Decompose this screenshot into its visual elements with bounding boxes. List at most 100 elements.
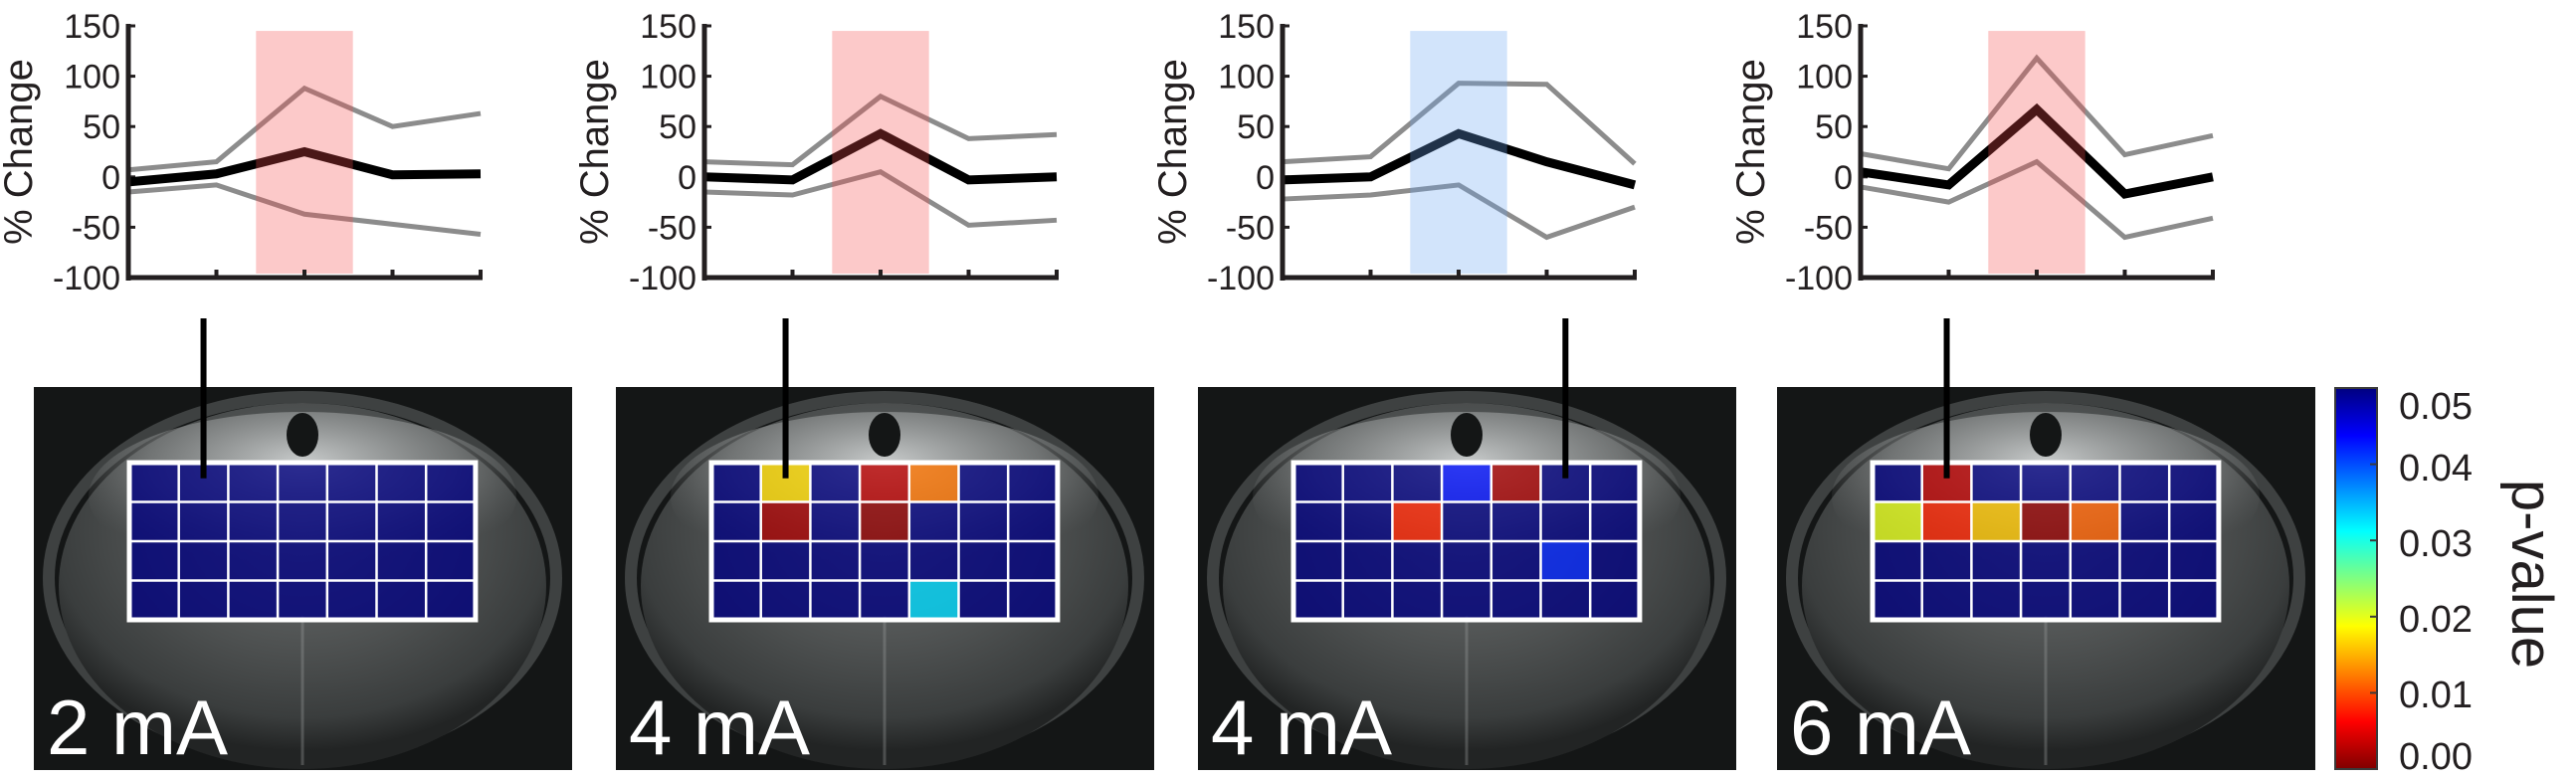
heatmap-cell bbox=[1442, 580, 1491, 620]
colorbar-tick-label: 0.02 bbox=[2399, 599, 2473, 641]
y-tick-label: 100 bbox=[1218, 59, 1275, 97]
heatmap-cell bbox=[1442, 501, 1491, 541]
heatmap-cell bbox=[1008, 463, 1058, 502]
heatmap-cell bbox=[1342, 501, 1393, 541]
grid-border bbox=[708, 460, 1061, 623]
heatmap-cell bbox=[711, 580, 761, 620]
heatmap-cell bbox=[129, 541, 179, 581]
grid-border bbox=[126, 460, 479, 623]
heatmap-cell bbox=[2169, 580, 2219, 620]
heatmap-cell bbox=[810, 541, 861, 581]
heatmap-cell bbox=[1971, 541, 2022, 581]
heatmap-cell bbox=[1392, 463, 1443, 502]
heatmap-cell bbox=[129, 463, 179, 502]
heatmap-cell bbox=[376, 501, 427, 541]
heatmap-cell bbox=[1490, 541, 1541, 581]
heatmap-cell bbox=[810, 580, 861, 620]
heatmap-cell bbox=[2119, 541, 2170, 581]
series-mean-line bbox=[1860, 102, 2214, 199]
series-upper-line bbox=[127, 85, 482, 173]
grid-border bbox=[1870, 460, 2222, 623]
heatmap-cell bbox=[1392, 541, 1443, 581]
colorbar-gradient bbox=[2334, 387, 2378, 770]
colorbar-tick-label: 0.03 bbox=[2399, 523, 2473, 565]
heatmap-cell bbox=[1540, 501, 1591, 541]
heatmap-cell bbox=[1293, 580, 1343, 620]
heatmap-cell bbox=[1873, 541, 1922, 581]
series-mean-line bbox=[127, 146, 482, 187]
heatmap-cell bbox=[958, 580, 1009, 620]
heatmap-cell bbox=[1921, 580, 1972, 620]
heatmap-cell bbox=[426, 463, 476, 502]
y-tick-label: -50 bbox=[1226, 209, 1275, 247]
heatmap-cell bbox=[1293, 541, 1343, 581]
heatmap-cell bbox=[760, 541, 811, 581]
y-tick-label: 150 bbox=[640, 8, 696, 46]
heatmap-cell bbox=[1442, 463, 1491, 502]
y-tick-label: -50 bbox=[72, 209, 120, 247]
y-tick-label: -100 bbox=[53, 260, 120, 297]
heatmap-cell bbox=[2119, 463, 2170, 502]
y-tick-label: 50 bbox=[1237, 108, 1275, 146]
heatmap-cell bbox=[2021, 501, 2071, 541]
heatmap-cell bbox=[426, 580, 476, 620]
heatmap-cell bbox=[1392, 501, 1443, 541]
series-lower-line bbox=[1860, 158, 2214, 241]
heatmap-cell bbox=[2169, 501, 2219, 541]
heatmap-cell bbox=[1590, 541, 1640, 581]
y-tick-label: -100 bbox=[1785, 260, 1853, 297]
heatmap-cell bbox=[908, 501, 959, 541]
heatmap-cell bbox=[711, 463, 761, 502]
midline-notch bbox=[869, 413, 900, 457]
heatmap-cell bbox=[426, 501, 476, 541]
heatmap-cell bbox=[228, 580, 279, 620]
midline-notch bbox=[287, 413, 318, 457]
stimulation-window-shade bbox=[1410, 31, 1507, 274]
heatmap-grid bbox=[708, 460, 1061, 623]
y-tick-label: 50 bbox=[83, 108, 120, 146]
series-lower-line bbox=[1282, 182, 1636, 241]
heatmap-cell bbox=[1342, 463, 1393, 502]
heatmap-cell bbox=[1293, 501, 1343, 541]
heatmap-cell bbox=[2021, 580, 2071, 620]
y-tick-label: 0 bbox=[101, 159, 120, 197]
line-plots: % Change 150 100 50 0 -50 -100 % Change 150 100 50… bbox=[0, 8, 2215, 297]
heatmap-cell bbox=[1540, 580, 1591, 620]
stimulation-window-shade bbox=[1988, 31, 2085, 274]
heatmap-cell bbox=[1540, 541, 1591, 581]
mri-panel-1: 2 mA bbox=[34, 387, 572, 771]
y-tick-label: -50 bbox=[1804, 209, 1853, 247]
mri-panel-3: 4 mA bbox=[1198, 387, 1736, 770]
heatmap-cell bbox=[760, 501, 811, 541]
heatmap-cell bbox=[860, 580, 909, 620]
heatmap-cell bbox=[2070, 501, 2120, 541]
heatmap-cell bbox=[2119, 580, 2170, 620]
heatmap-cell bbox=[1590, 580, 1640, 620]
heatmap-cell bbox=[178, 580, 229, 620]
heatmap-cell bbox=[178, 501, 229, 541]
heatmap-cell bbox=[326, 463, 377, 502]
heatmap-cell bbox=[1590, 463, 1640, 502]
y-tick-label: 150 bbox=[64, 8, 120, 46]
y-tick-label: 50 bbox=[659, 108, 696, 146]
heatmap-cell bbox=[129, 580, 179, 620]
grid-border bbox=[1290, 460, 1643, 623]
line-plot-2: % Change 150 100 50 0 -50 -100 bbox=[573, 8, 1059, 297]
series-mean-line bbox=[1282, 128, 1637, 190]
heatmap-cell bbox=[908, 580, 959, 620]
heatmap-cell bbox=[2070, 541, 2120, 581]
heatmap-grid bbox=[126, 460, 479, 623]
heatmap-cell bbox=[1873, 463, 1922, 502]
y-tick-label: -100 bbox=[629, 260, 696, 297]
mri-panel-2: 4 mA bbox=[616, 387, 1154, 770]
heatmap-cell bbox=[1873, 580, 1922, 620]
heatmap-cell bbox=[1490, 463, 1541, 502]
line-plot-3: % Change 150 100 50 0 -50 -100 bbox=[1151, 8, 1637, 297]
colorbar-tick-label: 0.04 bbox=[2399, 448, 2473, 489]
heatmap-grid bbox=[1290, 460, 1643, 623]
dose-label: 2 mA bbox=[47, 683, 228, 771]
heatmap-cell bbox=[1392, 580, 1443, 620]
heatmap-cell bbox=[278, 463, 327, 502]
heatmap-cell bbox=[376, 463, 427, 502]
heatmap-cell bbox=[810, 501, 861, 541]
